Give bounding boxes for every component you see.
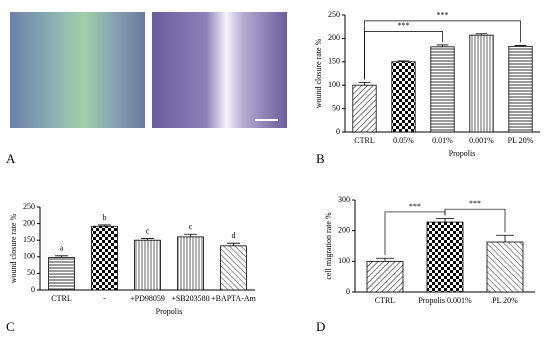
y-tick-label: 200 xyxy=(328,33,340,42)
letter-annotation: b xyxy=(103,213,107,222)
bar xyxy=(352,84,377,133)
x-tick-label: 0.001% xyxy=(469,136,494,145)
significance-bracket xyxy=(444,208,506,233)
error-bar xyxy=(227,242,240,246)
significance-label: *** xyxy=(437,11,449,20)
bar xyxy=(177,236,204,291)
bar xyxy=(220,245,247,291)
y-tick-label: 50 xyxy=(332,103,340,112)
x-tick-label: CTRL xyxy=(375,296,396,305)
y-tick-label: 50 xyxy=(27,268,35,277)
y-tick-label: 0 xyxy=(346,287,350,296)
bar xyxy=(48,257,75,291)
y-tick-label: 150 xyxy=(328,57,340,66)
y-tick-label: 250 xyxy=(23,202,35,211)
micrograph xyxy=(10,12,145,128)
bar xyxy=(134,239,161,291)
y-tick-label: 200 xyxy=(23,218,35,227)
y-tick-label: 0 xyxy=(31,285,35,294)
bar xyxy=(91,225,118,291)
error-bar xyxy=(184,233,197,237)
y-axis-label: wound closure rate % xyxy=(9,213,18,283)
error-bar xyxy=(514,45,527,47)
x-tick-label: +SB203580 xyxy=(171,294,209,303)
y-axis-label: wound closure rate % xyxy=(314,38,323,108)
error-bar xyxy=(397,60,410,62)
y-tick-label: 200 xyxy=(338,225,350,234)
error-bar xyxy=(475,33,488,36)
y-tick-label: 0 xyxy=(336,127,340,136)
bar xyxy=(508,45,533,133)
bar xyxy=(469,34,494,133)
error-bar xyxy=(436,218,454,223)
x-tick-label: 0.05% xyxy=(393,136,414,145)
x-tick-label: PL 20% xyxy=(508,136,534,145)
panel-label: C xyxy=(6,319,15,334)
y-tick-label: 100 xyxy=(23,252,35,261)
error-bar xyxy=(376,257,394,262)
bar xyxy=(430,46,455,133)
letter-annotation: a xyxy=(60,244,64,253)
error-bar xyxy=(358,81,371,86)
letter-annotation: c xyxy=(189,222,193,231)
micrograph xyxy=(152,12,287,128)
significance-label: *** xyxy=(409,202,421,211)
bar xyxy=(426,221,464,293)
x-tick-label: CTRL xyxy=(354,136,375,145)
error-bar xyxy=(98,224,111,227)
y-tick-label: 300 xyxy=(338,195,350,204)
bar xyxy=(391,61,416,133)
x-tick-label: +BAPTA-Am xyxy=(211,294,257,303)
x-tick-label: 0.01% xyxy=(432,136,453,145)
error-bar xyxy=(496,234,514,243)
significance-label: *** xyxy=(398,21,410,30)
error-bar xyxy=(436,44,449,47)
letter-annotation: c xyxy=(146,226,150,235)
y-tick-label: 100 xyxy=(328,80,340,89)
x-tick-label: Propolis 0.001% xyxy=(418,296,472,305)
bar xyxy=(366,260,404,293)
letter-annotation: d xyxy=(232,231,236,240)
bar xyxy=(486,241,524,293)
x-axis-label: Propolis xyxy=(156,307,183,316)
x-tick-label: CTRL xyxy=(51,294,72,303)
x-tick-label: PL 20% xyxy=(492,296,518,305)
significance-bracket xyxy=(364,20,521,80)
panel-label: B xyxy=(316,151,325,166)
significance-label: *** xyxy=(469,199,481,208)
error-bar xyxy=(141,238,154,241)
y-tick-label: 250 xyxy=(328,10,340,19)
panel-label: D xyxy=(316,319,325,334)
y-tick-label: 100 xyxy=(338,256,350,265)
y-tick-label: 150 xyxy=(23,235,35,244)
panel-label: A xyxy=(6,151,16,166)
error-bar xyxy=(55,255,68,258)
x-tick-label: +PD98059 xyxy=(130,294,165,303)
y-axis-label: cell migration rate % xyxy=(324,212,333,280)
x-axis-label: Propolis xyxy=(449,149,476,158)
x-tick-label: - xyxy=(103,294,106,303)
